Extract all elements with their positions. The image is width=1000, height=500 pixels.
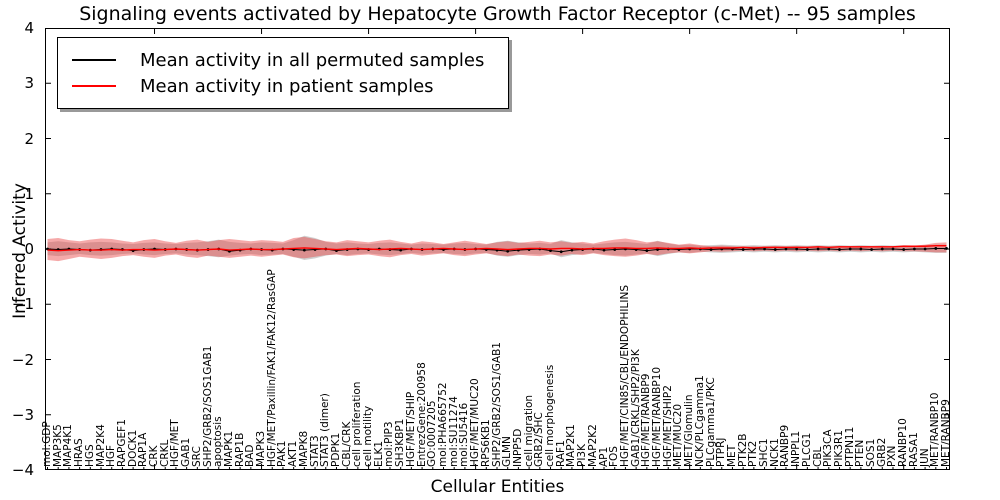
legend-item-permuted: Mean activity in all permuted samples — [58, 48, 508, 72]
permuted-mean-point — [763, 247, 766, 251]
axis-ticks — [45, 28, 950, 470]
permuted-mean-point — [506, 249, 510, 253]
y-tick-label: 0 — [24, 240, 34, 258]
permuted-mean-point — [934, 247, 938, 250]
permuted-mean-point — [848, 247, 852, 251]
legend-item-patient: Mean activity in patient samples — [58, 74, 508, 98]
permuted-mean-point — [570, 248, 574, 252]
y-tick-label: 1 — [24, 184, 34, 203]
permuted-mean-point — [741, 248, 745, 251]
permuted-mean-point — [549, 249, 552, 253]
permuted-mean-point — [880, 247, 884, 251]
permuted-mean-point — [912, 247, 916, 251]
legend-label-patient: Mean activity in patient samples — [140, 75, 434, 97]
legend-label-permuted: Mean activity in all permuted samples — [140, 49, 485, 71]
red-line-swatch — [72, 85, 116, 87]
y-tick-label: −3 — [11, 405, 34, 424]
patient-mean-line — [47, 244, 947, 252]
permuted-mean-point — [602, 248, 606, 252]
permuted-mean-point — [923, 247, 927, 251]
permuted-samples-range — [47, 235, 947, 261]
permuted-mean-point — [795, 247, 799, 251]
permuted-mean-point — [656, 248, 659, 251]
permuted-mean-point — [859, 247, 863, 251]
y-tick-label: −2 — [11, 350, 34, 369]
y-tick-label: 3 — [24, 74, 34, 93]
x-axis-label: Cellular Entities — [430, 477, 565, 497]
permuted-mean-point — [902, 248, 906, 251]
y-tick-labels: 4 3 2 1 0 −1 −2 −3 −4 — [0, 19, 38, 479]
permuted-mean-point — [613, 248, 617, 251]
y-tick-label: 2 — [24, 129, 34, 148]
permuted-mean-point — [773, 248, 777, 251]
permuted-mean-point — [645, 249, 649, 253]
permuted-mean-point — [805, 248, 809, 251]
permuted-mean-point — [784, 247, 788, 251]
black-line-swatch — [72, 59, 116, 61]
legend: Mean activity in all permuted samples Me… — [57, 37, 509, 109]
chart-title: Signaling events activated by Hepatocyte… — [79, 3, 916, 25]
permuted-mean-point — [302, 248, 306, 252]
permuted-mean-point — [399, 248, 403, 252]
y-tick-label: −1 — [11, 295, 34, 314]
permuted-mean-point — [559, 250, 563, 254]
permuted-mean-point — [816, 247, 820, 251]
chart-plot-svg — [45, 28, 950, 470]
permuted-mean-point — [870, 248, 873, 251]
permuted-mean-point — [891, 247, 895, 251]
permuted-mean-point — [838, 248, 841, 251]
permuted-mean-point — [709, 248, 713, 251]
permuted-mean-point — [827, 247, 831, 251]
y-tick-label: 4 — [24, 19, 34, 37]
y-tick-label: −4 — [11, 461, 34, 479]
